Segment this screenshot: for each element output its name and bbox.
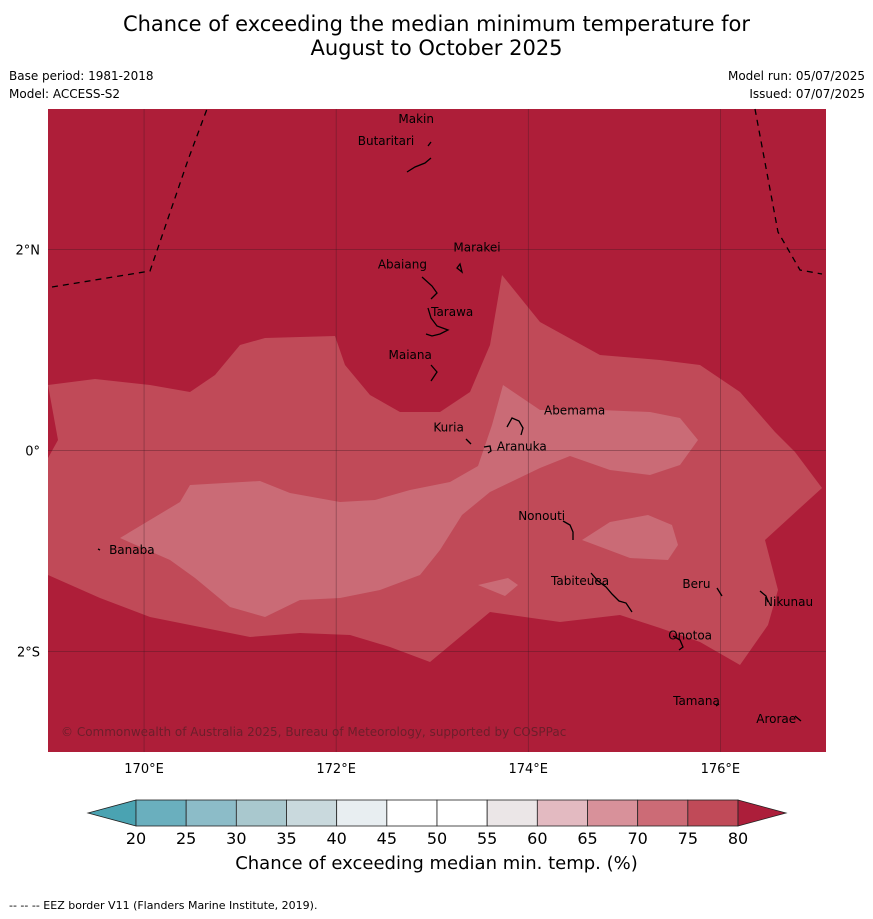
colorbar-segment [336,799,388,827]
onotoa-outline [672,635,684,651]
island-label: Nikunau [764,595,813,609]
lat-tick-label: 2°N [16,244,41,259]
island-label: Tamana [672,694,720,708]
colorbar-segment [536,799,588,827]
lon-tick-label: 176°E [701,762,741,777]
colorbar-segment [135,799,187,827]
colorbar-segment [687,799,739,827]
island-label: Onotoa [668,628,712,642]
colorbar-tick-label: 70 [627,829,647,848]
region-70-75-small [478,578,518,596]
lon-tick-label: 174°E [508,762,548,777]
colorbar-tick-label: 65 [577,829,597,848]
island-label: Tabiteuea [550,574,609,588]
colorbar-title: Chance of exceeding median min. temp. (%… [235,853,638,874]
colorbar-segment [235,799,287,827]
lat-tick-label: 0° [25,445,40,460]
colorbar-tick-label: 75 [678,829,698,848]
colorbar-tick-label: 30 [226,829,246,848]
colorbar-segment [286,799,338,827]
region-70-75-central [120,385,698,617]
metadata-right: Model run: 05/07/2025 Issued: 07/07/2025 [728,67,865,103]
colorbar-segment [486,799,538,827]
island-label: Banaba [109,543,155,557]
island-label: Arorae [756,712,796,726]
issued-text: Issued: 07/07/2025 [749,87,865,101]
region-70-75-east [582,515,678,560]
colorbar-tick-label: 35 [276,829,296,848]
colorbar-segment [436,799,488,827]
nonouti-outline [562,520,574,540]
colorbar-segments [135,799,739,827]
colorbar-over-arrow [737,799,788,827]
island-label: Aranuka [497,440,547,454]
islands-layer: Makin Butaritari Marakei Abaiang Tarawa Maian… [109,112,813,726]
model-run-text: Model run: 05/07/2025 [727,69,865,83]
aranuka-outline [483,445,492,454]
colorbar-tick-label: 55 [477,829,497,848]
kuria-outline [465,438,472,445]
island-label: Tarawa [430,305,473,319]
island-label: Kuria [433,420,464,434]
tabiteuea-outline [590,572,633,613]
colorbar-tick-label: 40 [326,829,346,848]
lon-tick-label: 172°E [316,762,356,777]
colorbar-tick-label: 20 [126,829,146,848]
graticule [48,109,826,752]
abaiang-outline [421,276,438,300]
island-outlines [97,141,802,722]
eez-line-east [754,108,823,275]
colorbar: 20 25 30 35 40 45 50 55 60 65 70 75 80 [86,799,788,848]
colorbar-tick-label: 50 [427,829,447,848]
model-text: Model: ACCESS-S2 [9,87,121,101]
colorbar-tick-label: 60 [527,829,547,848]
colorbar-segment [637,799,689,827]
eez-border [51,108,823,288]
copyright-text: © Commonwealth of Australia 2025, Bureau… [61,725,566,739]
banaba-outline [97,548,101,551]
colorbar-under-arrow [86,799,137,827]
abemama-outline [506,417,524,436]
butaritari-outline [406,157,432,173]
island-label: Beru [682,577,710,591]
lon-tick-label: 170°E [124,762,164,777]
colorbar-tick-label: 80 [728,829,748,848]
colorbar-tick-labels: 20 25 30 35 40 45 50 55 60 65 70 75 80 [126,829,748,848]
island-label: Abemama [544,403,605,417]
title-line-1: Chance of exceeding the median minimum t… [122,12,751,36]
colorbar-segment [185,799,237,827]
base-period-text: Base period: 1981-2018 [9,69,154,83]
map-title: Chance of exceeding the median minimum t… [0,12,873,60]
marakei-outline [456,262,464,274]
island-label: Maiana [389,348,432,362]
colorbar-segment [386,799,438,827]
metadata-left: Base period: 1981-2018 Model: ACCESS-S2 [9,67,154,103]
island-label: Abaiang [378,258,427,272]
axis-ticks: 2°N 0° 2°S 170°E 172°E 174°E 176°E [16,244,741,777]
nikunau-outline [759,590,769,603]
arorae-outline [794,715,802,722]
eez-line-west [51,108,208,288]
colorbar-segment [587,799,639,827]
beru-outline [716,587,723,597]
island-label: Nonouti [518,509,565,523]
colorbar-tick-label: 25 [176,829,196,848]
tamana-outline [715,703,720,707]
island-label: Makin [398,112,434,126]
title-line-2: August to October 2025 [310,36,563,60]
lat-tick-label: 2°S [17,646,40,661]
maiana-outline [430,364,438,382]
island-label: Marakei [453,241,500,255]
makin-outline [427,141,432,147]
island-label: Butaritari [358,134,415,148]
eez-footnote: -- -- -- EEZ border V11 (Flanders Marine… [9,899,318,912]
colorbar-tick-label: 45 [377,829,397,848]
tarawa-outline [425,307,450,337]
